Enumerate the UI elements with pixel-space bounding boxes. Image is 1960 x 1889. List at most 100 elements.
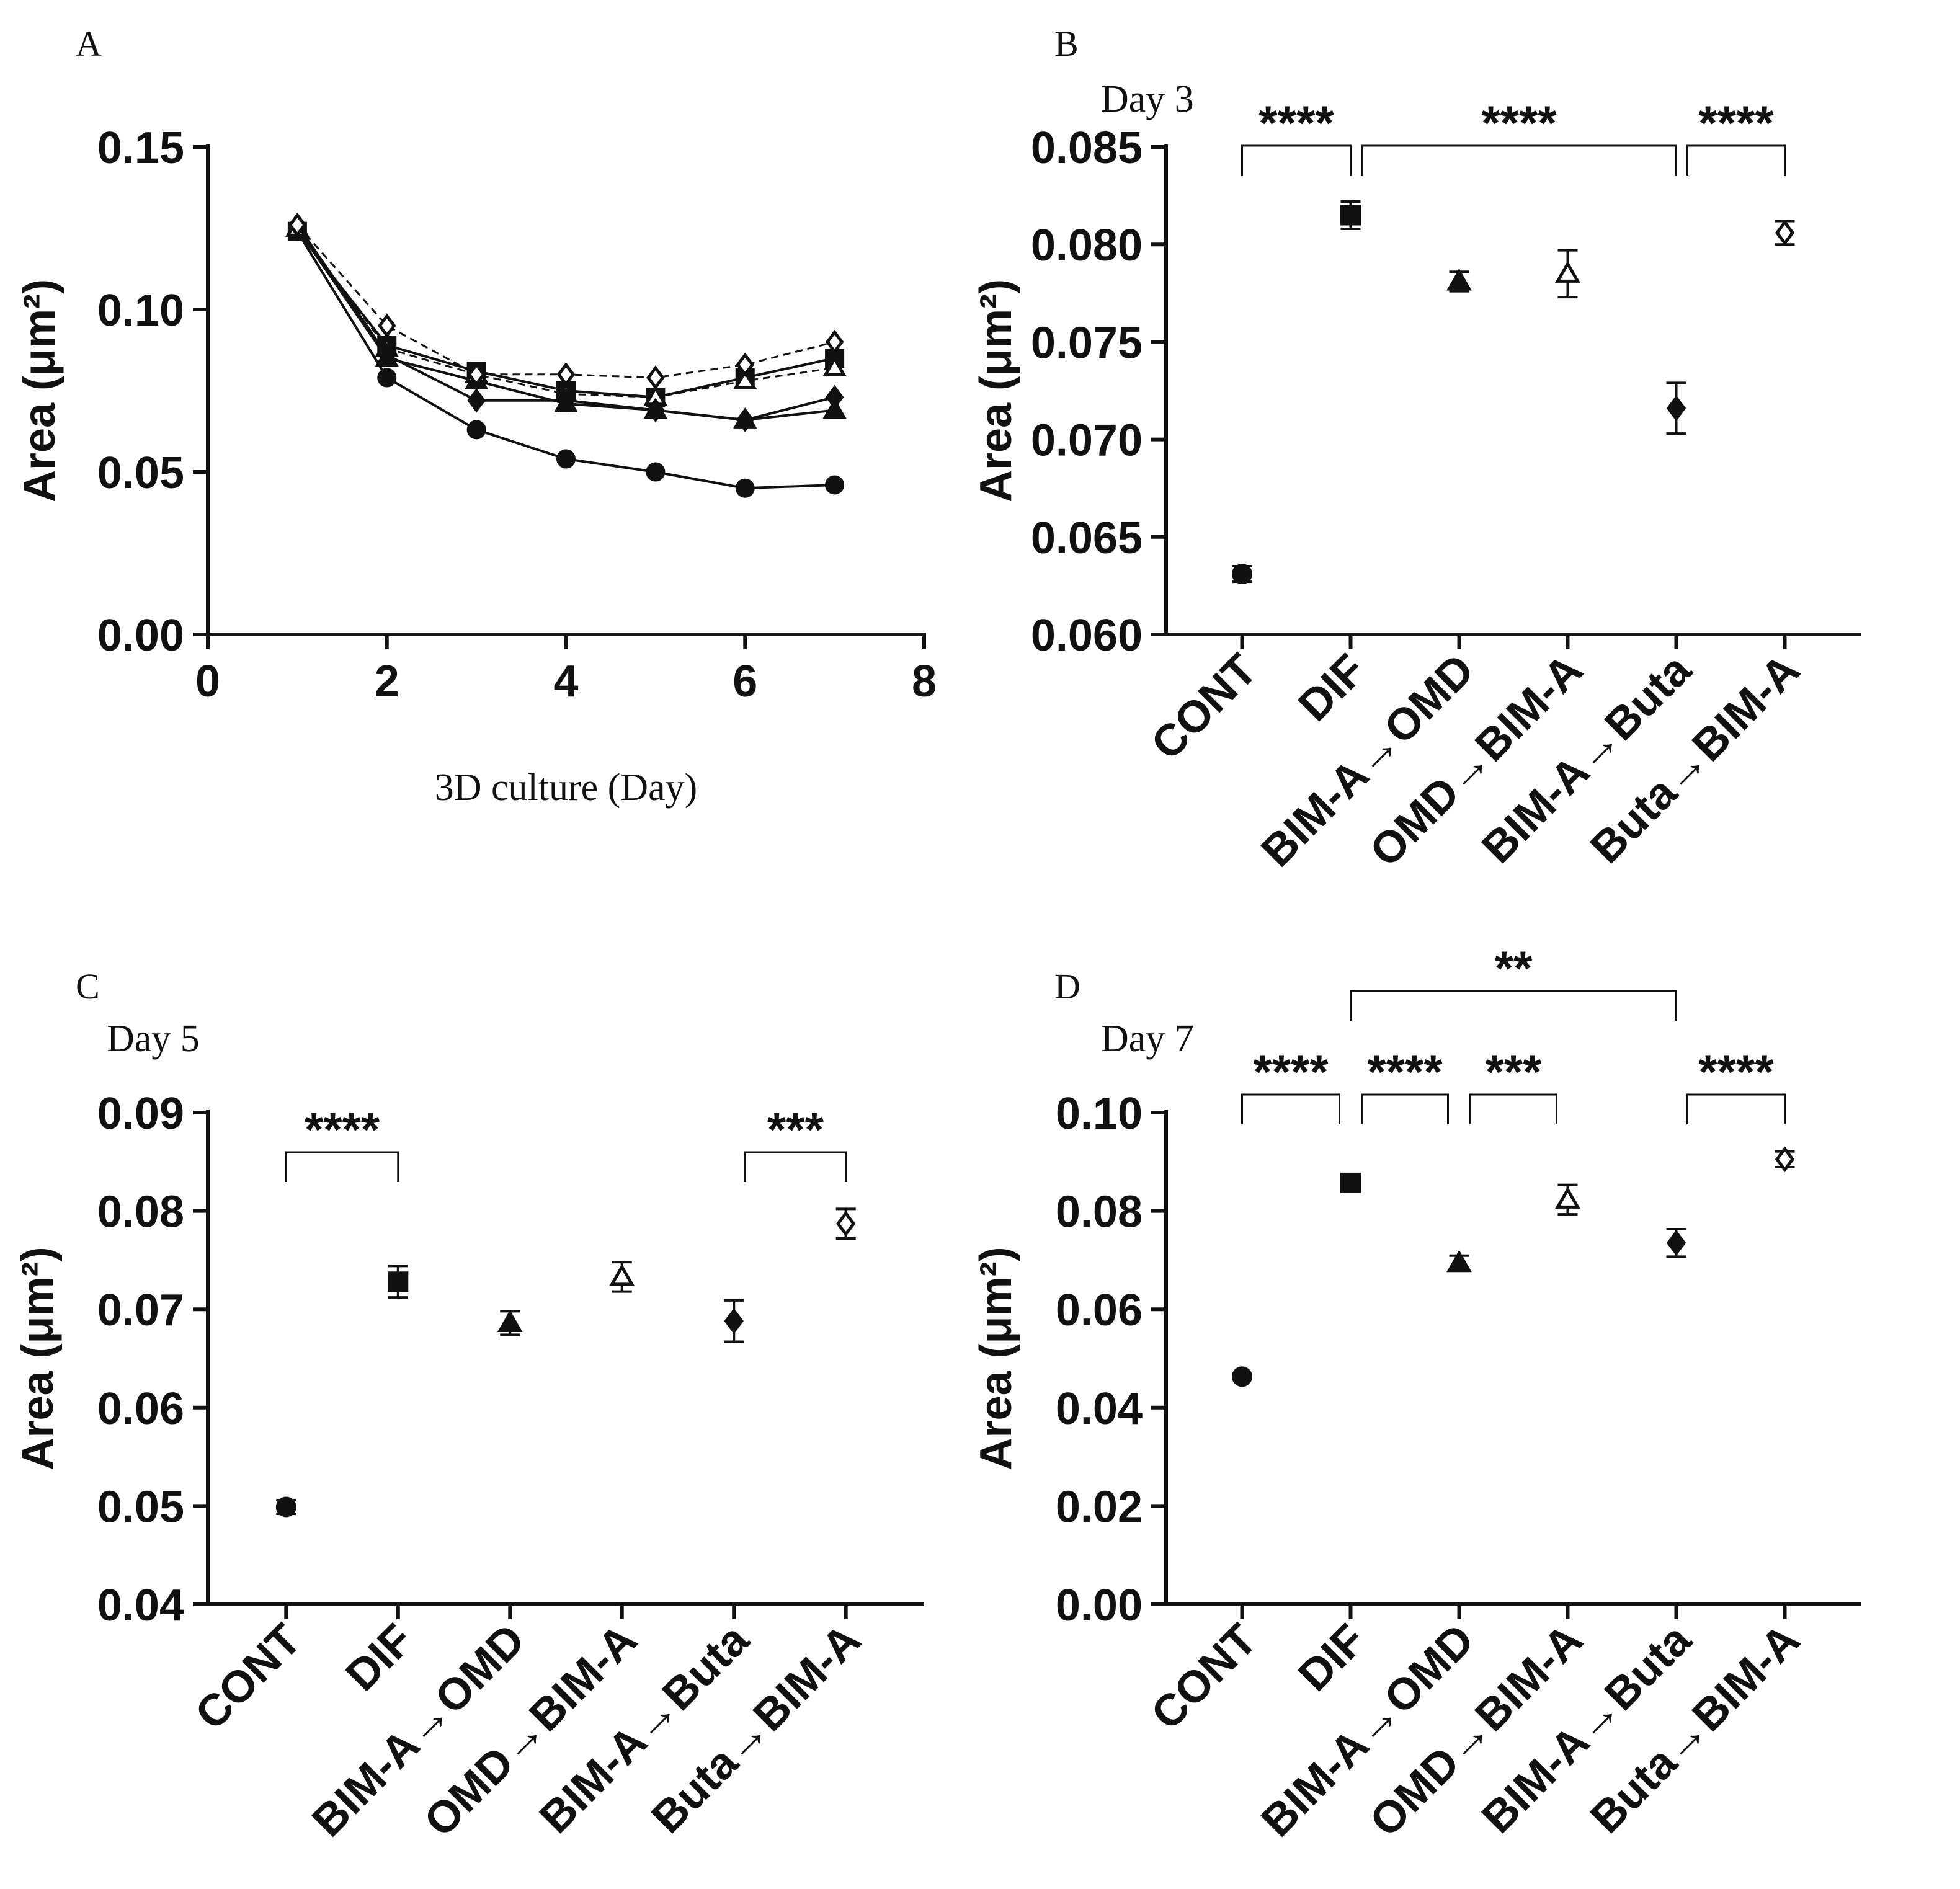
bracket: ** (1350, 941, 1677, 1021)
bracket: **** (1241, 96, 1352, 176)
significance-label: **** (1258, 96, 1334, 150)
bracket-line (1361, 1093, 1449, 1124)
data-point (825, 475, 845, 495)
data-point (556, 449, 576, 469)
significance-brackets: **** *** (285, 1102, 847, 1182)
bracket-line (1686, 144, 1786, 176)
y-tick-label: 0.10 (97, 286, 184, 336)
y-tick-label: 0.065 (1031, 513, 1143, 563)
bracket: **** (1361, 1044, 1449, 1124)
data-point (835, 1211, 856, 1237)
bracket: **** (1241, 1044, 1340, 1124)
data-point (556, 388, 576, 413)
bracket: **** (1686, 1044, 1786, 1124)
bracket-line (1469, 1093, 1557, 1124)
panel-letter-a: A (76, 24, 102, 64)
data-point (646, 462, 666, 482)
y-tick-label: 0.06 (1056, 1286, 1143, 1335)
group-point-2 (388, 1265, 409, 1299)
data-point (1446, 268, 1472, 291)
panel-title: Day 7 (1101, 1018, 1194, 1060)
y-tick-label: 0.085 (1031, 123, 1143, 173)
group-point-5 (1666, 381, 1686, 435)
bracket-line (1361, 144, 1677, 176)
significance-label: ** (1495, 941, 1533, 995)
group-point-6 (1775, 220, 1795, 246)
group-point-3 (1446, 268, 1472, 293)
group-point-3 (497, 1310, 523, 1336)
y-tick-label: 0.07 (97, 1286, 184, 1335)
panel-a-line-chart: 0.00 0.05 0.10 0.15 0 2 4 6 8 Area (μm²) 3D cultur… (15, 123, 937, 809)
group-point-1 (1232, 1366, 1252, 1387)
y-axis-title: Area (μm²) (15, 279, 65, 502)
group-point-5 (724, 1299, 744, 1343)
y-tick-label: 0.05 (97, 448, 184, 498)
group-point-6 (1775, 1146, 1795, 1173)
x-tick-label: DIF (1289, 645, 1375, 731)
group-point-5 (1666, 1227, 1686, 1258)
bracket: *** (744, 1102, 847, 1182)
data-point (646, 398, 665, 423)
y-axis-title: Area (μm²) (971, 1247, 1021, 1470)
group-point-3 (1446, 1250, 1472, 1273)
y-tick-label: 0.00 (97, 611, 184, 660)
y-tick-label: 0.04 (1056, 1384, 1143, 1434)
data-point (736, 352, 755, 377)
data-point (388, 1271, 409, 1292)
y-tick-label: 0.075 (1031, 318, 1143, 368)
bracket: **** (285, 1102, 399, 1182)
y-tick-label: 0.06 (97, 1384, 184, 1434)
x-tick-label: 0 (195, 657, 220, 706)
data-point (1555, 260, 1580, 283)
x-tick-label: CONT (186, 1615, 311, 1740)
data-point (377, 342, 396, 368)
data-point (1555, 1186, 1580, 1209)
bracket: **** (1686, 96, 1786, 176)
panel-letter-b: B (1054, 24, 1079, 64)
significance-label: **** (1367, 1044, 1443, 1099)
panel-c-dot-plot: 0.04 0.05 0.06 0.07 0.08 0.09 Area (μm²) Day 5 C… (13, 1018, 924, 1846)
data-point (1340, 1172, 1361, 1193)
data-point (467, 388, 486, 413)
data-point (556, 362, 576, 387)
panel-title: Day 3 (1101, 78, 1194, 120)
panel-letter-c: C (76, 966, 100, 1007)
y-tick-label: 0.08 (1056, 1188, 1143, 1237)
bracket-line (1241, 1093, 1340, 1124)
data-point (822, 355, 847, 377)
data-point (825, 384, 844, 410)
group-point-4 (1555, 249, 1580, 299)
y-tick-label: 0.09 (97, 1089, 184, 1139)
y-tick-label: 0.080 (1031, 221, 1143, 270)
y-tick-label: 0.08 (97, 1188, 184, 1237)
panel-title: Day 5 (107, 1018, 200, 1060)
y-tick-label: 0.060 (1031, 611, 1143, 660)
data-point (275, 1496, 296, 1518)
data-point (1775, 220, 1795, 246)
y-tick-label: 0.04 (97, 1581, 184, 1630)
data-point (733, 368, 757, 389)
x-tick-label: DIF (337, 1615, 423, 1701)
data-point (736, 407, 755, 432)
data-point (646, 365, 665, 390)
group-point-6 (835, 1207, 856, 1240)
significance-label: **** (305, 1102, 380, 1157)
significance-label: **** (1481, 96, 1557, 150)
series-cont (287, 221, 845, 498)
significance-brackets: **** **** *** ****** (1241, 941, 1786, 1124)
y-tick-label: 0.15 (97, 123, 184, 173)
group-point-1 (1232, 564, 1252, 585)
data-point (1232, 564, 1252, 585)
group-point-2 (1340, 1172, 1361, 1193)
bracket-line (1241, 144, 1352, 176)
data-point (467, 362, 486, 387)
bracket-line (285, 1151, 399, 1182)
significance-label: *** (1485, 1044, 1542, 1099)
significance-label: **** (1253, 1044, 1329, 1099)
significance-label: *** (767, 1102, 824, 1157)
y-axis-title: Area (μm²) (971, 279, 1021, 502)
bracket-line (744, 1151, 847, 1182)
panel-letter-d: D (1054, 966, 1080, 1007)
group-point-2 (1340, 200, 1361, 231)
